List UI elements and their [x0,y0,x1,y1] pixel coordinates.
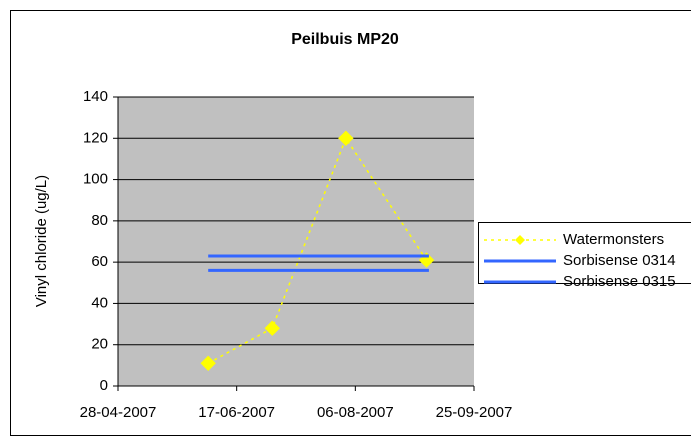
chart-title: Peilbuis MP20 [291,31,399,48]
x-tick-label: 25-09-2007 [436,404,513,421]
y-tick-label: 100 [83,171,108,188]
legend-marker [515,235,525,245]
legend-label: Sorbisense 0315 [563,273,676,290]
plot-area [118,97,474,386]
y-tick-label: 80 [91,212,108,229]
y-axis-label: Vinyl chloride (ug/L) [33,175,50,307]
x-tick-label: 28-04-2007 [80,404,157,421]
series-line [207,136,428,364]
y-tick-label: 140 [83,88,108,105]
x-tick-label: 17-06-2007 [198,404,275,421]
y-tick-label: 0 [100,377,108,394]
point-marker [338,130,354,146]
legend-label: Sorbisense 0314 [563,252,676,269]
y-tick-label: 40 [91,294,108,311]
legend [478,222,691,284]
y-tick-label: 60 [91,253,108,270]
y-tick-label: 20 [91,336,108,353]
x-tick-label: 06-08-2007 [317,404,394,421]
point-marker [264,320,280,336]
legend-label: Watermonsters [563,231,664,248]
point-marker [200,355,216,371]
y-tick-label: 120 [83,129,108,146]
